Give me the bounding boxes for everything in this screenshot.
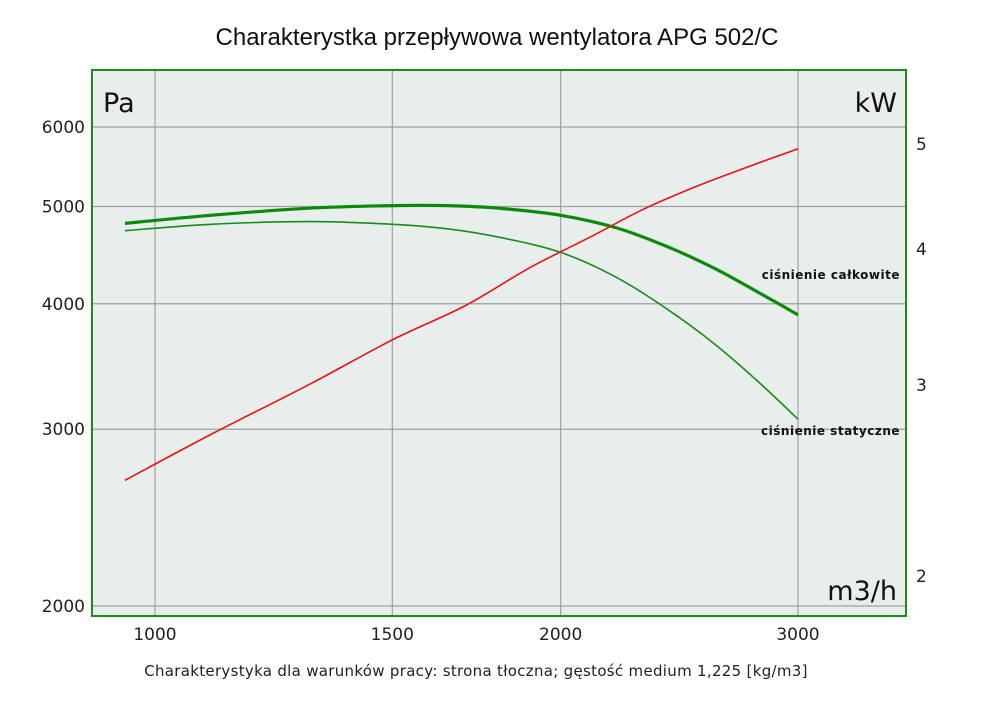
label-total-pressure: ciśnienie całkowite: [762, 268, 900, 282]
chart-title: Charakterystka przepływowa wentylatora A…: [216, 24, 779, 51]
x-tick-label: 1000: [133, 625, 176, 645]
series-total-pressure: [124, 203, 799, 317]
x-tick-label: 2000: [539, 625, 582, 645]
series-power: [124, 147, 799, 482]
y2-axis-unit-label: kW: [855, 88, 897, 119]
grid: [93, 71, 905, 615]
y2-tick-label: 3: [916, 376, 927, 396]
footnote: Charakterystyka dla warunków pracy: stro…: [144, 662, 808, 680]
y-tick-label: 5000: [42, 197, 85, 217]
x-tick-label: 1500: [371, 625, 414, 645]
x-tick-label: 3000: [776, 625, 819, 645]
curves: [124, 147, 799, 482]
y-tick-label: 3000: [42, 420, 85, 440]
label-static-pressure: ciśnienie statyczne: [761, 424, 900, 438]
y2-tick-label: 2: [916, 567, 927, 587]
y-axis-unit-label: Pa: [103, 88, 135, 119]
y2-tick-label: 4: [916, 240, 927, 260]
y-tick-label: 4000: [42, 295, 85, 315]
x-axis-unit-label: m3/h: [827, 576, 897, 607]
series-static-pressure: [124, 220, 799, 420]
tick-labels: 1000 1500 2000 3000 6000 5000 4000 3000 2000 5 4 3 2: [42, 118, 927, 645]
plot-area: [91, 69, 907, 617]
y2-tick-label: 5: [916, 135, 927, 155]
y-tick-label: 2000: [42, 597, 85, 617]
y-tick-label: 6000: [42, 118, 85, 138]
